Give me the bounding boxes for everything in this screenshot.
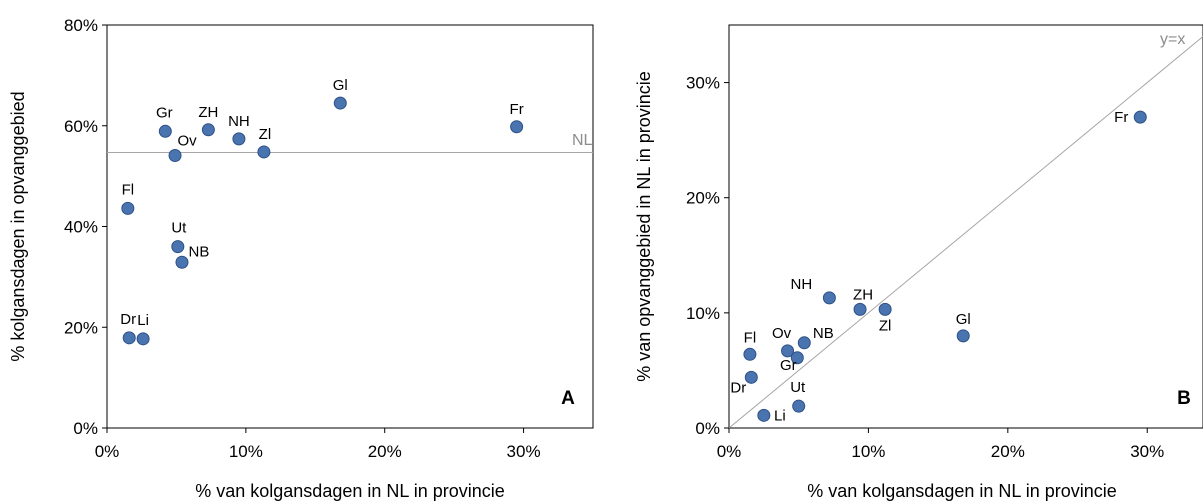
data-point-li xyxy=(757,408,771,422)
data-point-li xyxy=(136,332,150,346)
point-label-ut: Ut xyxy=(171,220,187,237)
point-label-dr: Dr xyxy=(730,379,746,396)
point-label-fl: Fl xyxy=(744,329,757,346)
point-label-zl: Zl xyxy=(879,317,892,334)
point-label-fr: Fr xyxy=(510,101,524,118)
x-tick-label: 20% xyxy=(991,442,1025,461)
reference-line-label: y=x xyxy=(1160,31,1185,48)
point-label-nb: NB xyxy=(813,325,834,342)
point-label-ov: Ov xyxy=(177,132,197,149)
y-tick-label: 0% xyxy=(695,419,720,438)
y-tick-label: 20% xyxy=(64,318,98,337)
data-point-ov xyxy=(168,148,182,162)
data-point-nb xyxy=(175,255,189,269)
data-point-dr xyxy=(122,331,136,345)
point-label-ut: Ut xyxy=(790,379,806,396)
point-label-zh: ZH xyxy=(198,104,218,121)
point-label-li: Li xyxy=(137,312,149,329)
y-axis-title: % van opvanggebied in NL in provincie xyxy=(634,71,654,382)
x-tick-label: 10% xyxy=(851,442,885,461)
y-axis-title: % kolgansdagen in opvanggebied xyxy=(8,91,28,361)
point-label-li: Li xyxy=(774,407,786,424)
x-tick-label: 0% xyxy=(717,442,742,461)
data-point-zh xyxy=(201,123,215,137)
reference-line-label: NL xyxy=(572,132,593,149)
point-label-zh: ZH xyxy=(853,286,873,303)
data-point-gl xyxy=(956,329,970,343)
data-point-ov xyxy=(781,344,795,358)
panel-label: B xyxy=(1177,388,1191,409)
data-point-fl xyxy=(743,347,757,361)
x-tick-label: 0% xyxy=(95,442,120,461)
x-tick-label: 10% xyxy=(229,442,263,461)
y-tick-label: 40% xyxy=(64,218,98,237)
data-point-gr xyxy=(158,124,172,138)
point-label-gl: Gl xyxy=(956,311,971,328)
panel-label: A xyxy=(561,388,575,409)
point-label-nb: NB xyxy=(189,243,210,260)
chart-panel-a: NL 0% 20% 40% 60% 80% 0% 10% 20% 30% % van kolgans… xyxy=(8,16,594,501)
data-point-gl xyxy=(333,96,347,110)
y-tick-label: 20% xyxy=(686,189,720,208)
point-label-gl: Gl xyxy=(333,77,348,94)
data-point-nb xyxy=(797,336,811,350)
data-point-nh xyxy=(232,132,246,146)
point-label-zl: Zl xyxy=(259,126,272,143)
data-point-zl xyxy=(257,145,271,159)
x-tick-label: 30% xyxy=(1130,442,1164,461)
point-label-gr: Gr xyxy=(780,357,797,374)
point-label-gr: Gr xyxy=(156,104,173,121)
x-tick-label: 20% xyxy=(368,442,402,461)
reference-line-y-equals-x xyxy=(728,36,1203,429)
data-point-zl xyxy=(878,302,892,316)
data-point-dr xyxy=(744,370,758,384)
point-label-fl: Fl xyxy=(122,181,135,198)
point-label-dr: Dr xyxy=(120,311,136,328)
y-tick-label: 80% xyxy=(64,16,98,35)
y-tick-label: 0% xyxy=(73,419,98,438)
data-point-gr xyxy=(790,351,804,365)
y-tick-label: 10% xyxy=(686,304,720,323)
y-tick-label: 30% xyxy=(686,74,720,93)
chart-panel-b: y=x 0% 10% 20% 30% 0% 10% 20% 30% % van kolgansda… xyxy=(634,24,1203,501)
point-label-nh: NH xyxy=(791,276,813,293)
point-label-fr: Fr xyxy=(1114,109,1128,126)
x-axis-title: % van kolgansdagen in NL in provincie xyxy=(807,481,1117,501)
point-label-ov: Ov xyxy=(772,325,792,342)
data-point-zh xyxy=(853,302,867,316)
plot-area-border xyxy=(728,24,1203,429)
data-point-ut xyxy=(171,240,185,254)
data-point-fr xyxy=(510,120,524,134)
point-label-nh: NH xyxy=(228,113,250,130)
data-point-nh xyxy=(822,291,836,305)
data-point-fr xyxy=(1133,110,1147,124)
x-tick-label: 30% xyxy=(507,442,541,461)
x-axis-title: % van kolgansdagen in NL in provincie xyxy=(195,481,505,501)
data-point-fl xyxy=(121,201,135,215)
data-point-ut xyxy=(792,399,806,413)
y-tick-label: 60% xyxy=(64,117,98,136)
